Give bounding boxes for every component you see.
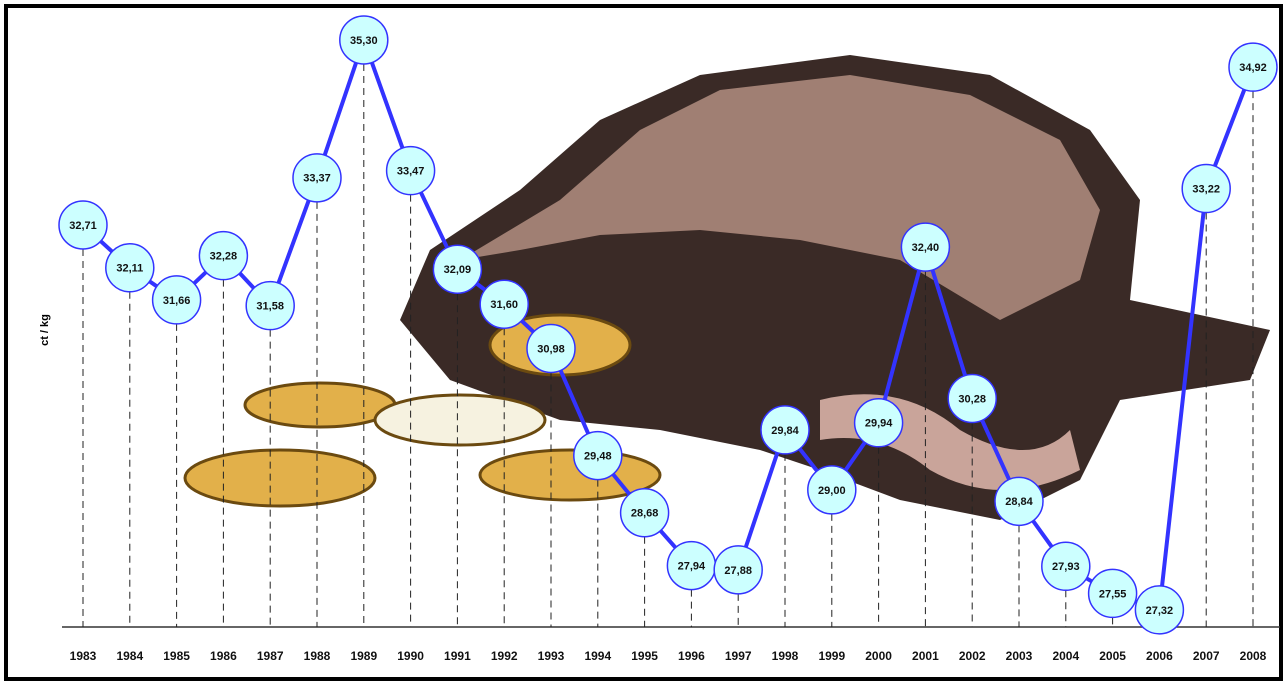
x-tick-label: 1989 bbox=[350, 649, 377, 663]
value-label: 33,22 bbox=[1192, 183, 1220, 195]
x-tick-label: 1987 bbox=[257, 649, 284, 663]
value-label: 29,48 bbox=[584, 451, 612, 463]
value-label: 27,55 bbox=[1099, 588, 1127, 600]
data-point bbox=[339, 15, 389, 65]
x-tick-label: 1985 bbox=[163, 649, 190, 663]
value-label: 32,11 bbox=[116, 263, 143, 275]
value-label: 33,37 bbox=[303, 173, 331, 185]
x-tick-label: 2000 bbox=[865, 649, 892, 663]
x-tick-label: 1992 bbox=[491, 649, 518, 663]
data-point bbox=[573, 430, 623, 481]
x-tick-label: 1995 bbox=[631, 649, 658, 663]
x-tick-label: 1993 bbox=[538, 649, 565, 663]
x-tick-label: 1994 bbox=[584, 649, 611, 663]
data-point bbox=[1134, 585, 1185, 635]
data-point bbox=[151, 275, 202, 325]
y-axis-label: ct / kg bbox=[39, 314, 51, 346]
coin bbox=[183, 448, 377, 508]
data-point bbox=[58, 200, 108, 250]
x-tick-label: 1990 bbox=[397, 649, 424, 663]
data-point bbox=[432, 244, 483, 294]
x-tick-label: 1984 bbox=[116, 649, 143, 663]
coin bbox=[373, 393, 547, 447]
data-point bbox=[479, 279, 529, 329]
data-point bbox=[1181, 163, 1231, 214]
data-point bbox=[385, 145, 436, 196]
coin bbox=[243, 381, 397, 429]
value-label: 33,47 bbox=[397, 166, 425, 178]
value-label: 32,28 bbox=[210, 251, 238, 263]
data-point bbox=[1228, 42, 1278, 92]
data-point bbox=[1087, 568, 1138, 619]
value-label: 27,93 bbox=[1052, 561, 1080, 573]
value-label: 35,30 bbox=[350, 35, 378, 47]
value-label: 29,84 bbox=[771, 425, 799, 437]
data-point bbox=[292, 153, 342, 203]
value-label: 32,71 bbox=[69, 220, 97, 232]
data-point bbox=[947, 373, 997, 424]
x-tick-label: 1991 bbox=[444, 649, 471, 663]
data-point bbox=[760, 405, 810, 455]
value-label: 30,28 bbox=[958, 393, 986, 405]
value-label: 30,98 bbox=[537, 343, 565, 355]
value-label: 28,68 bbox=[631, 508, 659, 520]
data-point bbox=[1041, 541, 1091, 592]
x-tick-label: 1999 bbox=[818, 649, 845, 663]
x-tick-label: 2008 bbox=[1240, 649, 1267, 663]
value-label: 29,94 bbox=[865, 418, 893, 430]
value-label: 27,94 bbox=[678, 560, 706, 572]
x-tick-label: 2007 bbox=[1193, 649, 1220, 663]
value-label: 29,00 bbox=[818, 485, 846, 497]
x-tick-label: 2004 bbox=[1052, 649, 1079, 663]
x-tick-label: 1988 bbox=[304, 649, 331, 663]
x-tick-label: 2002 bbox=[959, 649, 986, 663]
x-tick-label: 1986 bbox=[210, 649, 237, 663]
data-point bbox=[105, 243, 155, 293]
data-point bbox=[807, 465, 857, 515]
value-label: 31,66 bbox=[163, 295, 191, 307]
x-tick-label: 2005 bbox=[1099, 649, 1126, 663]
x-tick-label: 2006 bbox=[1146, 649, 1173, 663]
x-tick-label: 1997 bbox=[725, 649, 752, 663]
value-label: 27,32 bbox=[1146, 605, 1174, 617]
value-label: 28,84 bbox=[1005, 496, 1033, 508]
value-label: 27,88 bbox=[724, 565, 752, 577]
x-tick-label: 2001 bbox=[912, 649, 939, 663]
money-bag-illustration bbox=[183, 55, 1270, 520]
data-point bbox=[245, 280, 295, 331]
value-label: 31,60 bbox=[490, 299, 518, 311]
x-tick-label: 1996 bbox=[678, 649, 705, 663]
data-point bbox=[900, 222, 951, 272]
value-label: 32,09 bbox=[444, 264, 472, 276]
data-point bbox=[853, 398, 904, 448]
data-point bbox=[526, 323, 576, 374]
data-point bbox=[198, 230, 249, 281]
x-tick-label: 2003 bbox=[1006, 649, 1033, 663]
value-label: 31,58 bbox=[256, 301, 284, 313]
data-point bbox=[619, 487, 670, 538]
x-tick-label: 1983 bbox=[70, 649, 97, 663]
value-label: 32,40 bbox=[912, 242, 940, 254]
data-point bbox=[713, 545, 763, 595]
x-tick-label: 1998 bbox=[772, 649, 799, 663]
value-label: 34,92 bbox=[1239, 62, 1267, 74]
data-point bbox=[994, 476, 1044, 527]
